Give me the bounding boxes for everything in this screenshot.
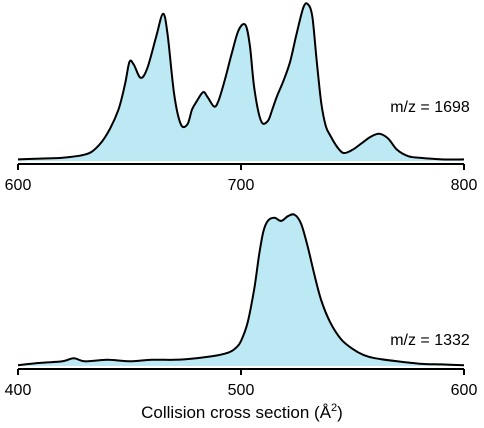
panel-mz-1332: 400 500 600 m/z = 1332 [5,213,478,399]
panel-mz-1698: 600 700 800 m/z = 1698 [5,2,478,194]
mz-annotation: m/z = 1698 [390,99,470,116]
x-axis-label: Collision cross section (Å2) [141,402,343,422]
series-line [17,213,465,367]
series-area-fill [18,3,464,162]
x-tick-label: 400 [5,382,32,399]
series-line [17,2,465,161]
x-tick-label: 600 [451,382,478,399]
x-tick-label: 700 [228,177,255,194]
mz-annotation: m/z = 1332 [390,332,470,349]
x-tick-label: 600 [5,177,32,194]
x-axis-label-superscript: 2 [331,402,337,414]
x-tick-label: 800 [451,177,478,194]
x-tick-label: 500 [228,382,255,399]
